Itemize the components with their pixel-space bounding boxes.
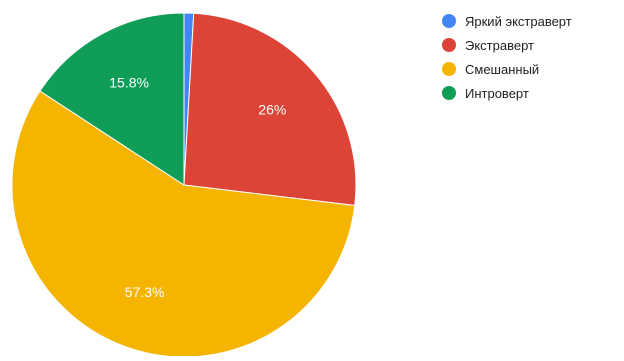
- legend-item-mixed[interactable]: Смешанный: [442, 57, 572, 81]
- legend-item-bright-extravert[interactable]: Яркий экстраверт: [442, 9, 572, 33]
- legend-swatch: [442, 38, 456, 52]
- pie-slice-2[interactable]: [11, 90, 356, 358]
- legend-swatch: [442, 86, 456, 100]
- legend-swatch: [442, 14, 456, 28]
- legend-swatch: [442, 62, 456, 76]
- pie-slice-label-2: 57.3%: [125, 284, 165, 300]
- legend-label: Экстраверт: [465, 37, 534, 53]
- pie-slices: [11, 12, 357, 358]
- pie-slice-labels: 26% 57.3% 15.8%: [109, 74, 286, 300]
- pie-slice-1[interactable]: [183, 12, 357, 207]
- pie-slice-label-1: 26%: [258, 102, 286, 118]
- legend-item-introvert[interactable]: Интроверт: [442, 81, 572, 105]
- legend-label: Яркий экстраверт: [465, 13, 572, 29]
- chart-legend: Яркий экстраверт Экстраверт Смешанный Ин…: [442, 9, 572, 105]
- legend-label: Смешанный: [465, 61, 540, 77]
- legend-label: Интроверт: [465, 85, 529, 101]
- legend-item-extravert[interactable]: Экстраверт: [442, 33, 572, 57]
- pie-slice-label-3: 15.8%: [109, 74, 149, 90]
- pie-slice-3[interactable]: [39, 12, 185, 186]
